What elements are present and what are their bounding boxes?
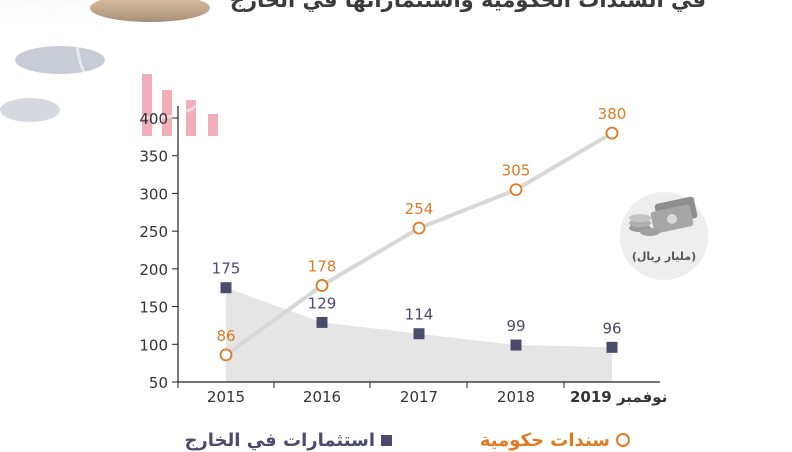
abroad-point: [316, 316, 328, 328]
y-tick-label: 250: [139, 223, 168, 241]
x-tick-label: 2016: [303, 388, 341, 406]
x-tick-label: 2018: [497, 388, 535, 406]
chart-title: في السندات الحكومية واستثماراتها في الخا…: [229, 0, 706, 12]
y-tick-label: 50: [149, 374, 168, 392]
y-tick-label: 400: [139, 110, 168, 128]
y-tick-label: 100: [139, 336, 168, 354]
bonds-point: [412, 221, 426, 235]
unit-label: (مليار ريال): [632, 250, 696, 263]
abroad-point: [606, 341, 618, 353]
legend-label-bonds: سندات حكومية: [479, 429, 610, 451]
abroad-point: [413, 328, 425, 340]
bonds-point: [219, 348, 233, 362]
abroad-data-label: 175: [212, 260, 241, 278]
abroad-data-label: 129: [308, 294, 337, 312]
bonds-data-label: 305: [502, 162, 531, 180]
unit-badge: (مليار ريال): [620, 192, 708, 280]
abroad-data-label: 114: [405, 306, 434, 324]
y-tick-label: 150: [139, 299, 168, 317]
bonds-point: [315, 279, 329, 292]
x-tick-label: 2015: [207, 388, 245, 406]
y-tick-label: 350: [139, 148, 168, 166]
bonds-data-label: 254: [405, 200, 434, 218]
abroad-data-label: 99: [506, 317, 525, 335]
y-tick-label: 200: [139, 261, 168, 279]
legend-item-bonds: سندات حكومية: [480, 428, 630, 452]
abroad-point: [510, 339, 522, 351]
bonds-data-label: 86: [216, 327, 235, 345]
money-icon: [629, 196, 698, 236]
bonds-point: [605, 126, 619, 140]
x-tick-label: 2017: [400, 388, 438, 406]
coin-stack-icon: [0, 0, 210, 122]
report-bars-icon: [142, 74, 218, 136]
abroad-point: [220, 282, 232, 294]
bonds-data-label: 380: [598, 105, 627, 123]
legend-item-abroad: استثمارات في الخارج: [184, 428, 392, 452]
x-tick-label: نوفمبر 2019: [570, 388, 667, 406]
bonds-data-label: 178: [308, 257, 337, 275]
legend-label-abroad: استثمارات في الخارج: [184, 429, 375, 451]
square-marker-icon: [381, 434, 392, 446]
y-tick-label: 300: [139, 185, 168, 203]
circle-marker-icon: [616, 433, 630, 447]
abroad-data-label: 96: [602, 319, 621, 337]
bonds-point: [509, 183, 523, 197]
